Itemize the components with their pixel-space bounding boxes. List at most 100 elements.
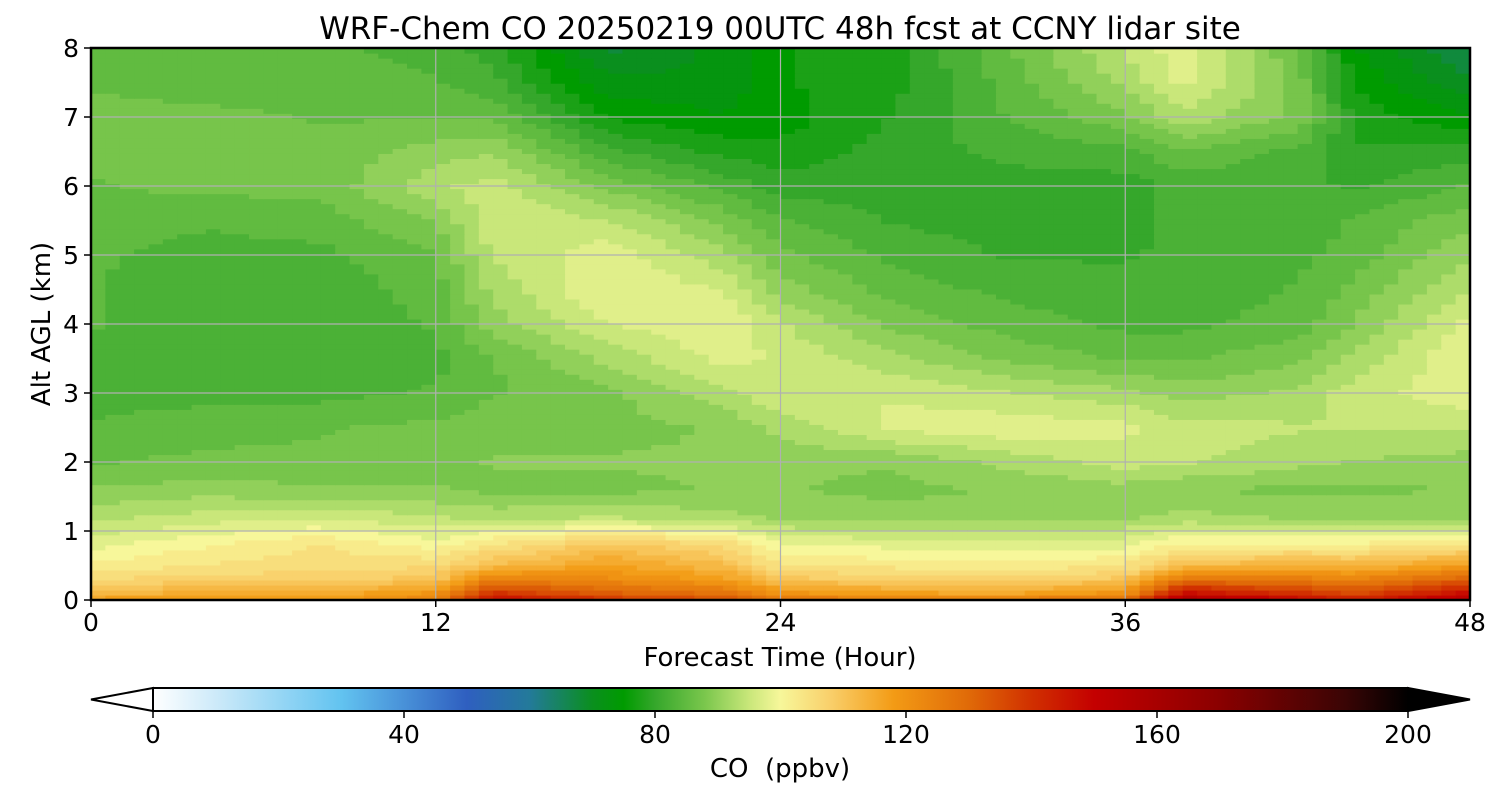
contour-cell: [435, 374, 451, 380]
contour-cell: [1441, 519, 1457, 526]
contour-cell: [1254, 434, 1270, 441]
contour-cell: [1010, 544, 1026, 551]
contour-cell: [478, 414, 494, 420]
contour-cell: [1441, 414, 1457, 420]
contour-cell: [493, 429, 509, 435]
contour-cell: [1412, 384, 1428, 390]
contour-cell: [823, 379, 839, 385]
contour-cell: [866, 594, 882, 601]
contour-cell: [909, 399, 925, 405]
contour-cell: [766, 364, 782, 370]
contour-cell: [852, 389, 868, 395]
contour-cell: [1254, 409, 1270, 415]
contour-cell: [263, 564, 279, 571]
contour-cell: [1369, 419, 1385, 425]
contour-cell: [1082, 369, 1098, 375]
contour-cell: [622, 439, 638, 446]
contour-cell: [162, 354, 178, 360]
contour-cell: [134, 359, 150, 365]
contour-cell: [550, 494, 566, 501]
contour-cell: [205, 579, 221, 586]
contour-cell: [1297, 389, 1313, 395]
contour-cell: [751, 479, 767, 486]
contour-cell: [292, 359, 308, 365]
contour-cell: [205, 534, 221, 541]
contour-cell: [550, 519, 566, 526]
contour-cell: [651, 379, 667, 385]
contour-cell: [148, 424, 164, 430]
contour-cell: [1283, 589, 1299, 596]
contour-cell: [162, 489, 178, 496]
contour-cell: [1268, 359, 1284, 365]
contour-cell: [435, 584, 451, 591]
contour-cell: [464, 569, 480, 576]
contour-cell: [723, 569, 738, 576]
contour-cell: [464, 474, 480, 481]
contour-cell: [148, 499, 164, 506]
contour-cell: [1225, 359, 1241, 365]
contour-cell: [507, 444, 523, 451]
contour-cell: [622, 444, 638, 451]
contour-cell: [249, 484, 264, 491]
contour-cell: [234, 559, 250, 566]
contour-cell: [536, 344, 552, 350]
contour-cell: [1355, 454, 1371, 461]
contour-cell: [320, 484, 336, 491]
contour-cell: [1326, 454, 1342, 461]
contour-cell: [421, 469, 437, 476]
contour-cell: [780, 449, 796, 456]
contour-cell: [464, 424, 480, 430]
contour-cell: [478, 549, 494, 556]
contour-cell: [234, 484, 250, 491]
contour-cell: [1369, 549, 1385, 556]
contour-cell: [651, 454, 667, 461]
contour-cell: [995, 504, 1011, 511]
contour-cell: [1326, 359, 1342, 365]
contour-cell: [952, 394, 968, 400]
contour-cell: [852, 489, 868, 496]
contour-cell: [1067, 359, 1083, 365]
contour-cell: [636, 584, 652, 591]
contour-cell: [191, 434, 207, 441]
contour-cell: [550, 374, 566, 380]
contour-cell: [1254, 414, 1270, 420]
contour-cell: [507, 509, 523, 516]
contour-cell: [1311, 569, 1327, 576]
contour-cell: [665, 504, 681, 511]
contour-cell: [1182, 529, 1198, 536]
contour-cell: [1039, 524, 1055, 531]
contour-cell: [277, 569, 293, 576]
contour-cell: [823, 539, 839, 546]
contour-cell: [349, 369, 365, 375]
contour-cell: [407, 494, 422, 501]
contour-cell: [1297, 344, 1313, 350]
contour-cell: [148, 489, 164, 496]
contour-cell: [967, 369, 983, 375]
contour-cell: [1096, 589, 1112, 596]
contour-cell: [981, 394, 997, 400]
contour-cell: [205, 489, 221, 496]
contour-cell: [1225, 499, 1241, 506]
contour-cell: [536, 589, 552, 596]
contour-cell: [924, 479, 940, 486]
contour-cell: [421, 474, 437, 481]
contour-cell: [1240, 514, 1256, 521]
contour-cell: [349, 579, 365, 586]
contour-cell: [938, 419, 954, 425]
contour-cell: [493, 364, 509, 370]
contour-cell: [1240, 559, 1256, 566]
contour-cell: [1326, 384, 1342, 390]
contour-cell: [493, 509, 509, 516]
contour-cell: [550, 479, 566, 486]
contour-cell: [837, 384, 853, 390]
contour-cell: [608, 474, 624, 481]
contour-cell: [1455, 519, 1471, 526]
contour-cell: [536, 509, 552, 516]
contour-cell: [320, 559, 336, 566]
contour-cell: [967, 529, 983, 536]
contour-cell: [521, 409, 537, 415]
contour-cell: [148, 569, 164, 576]
contour-cell: [1168, 439, 1184, 446]
contour-cell: [493, 499, 509, 506]
contour-cell: [162, 539, 178, 546]
